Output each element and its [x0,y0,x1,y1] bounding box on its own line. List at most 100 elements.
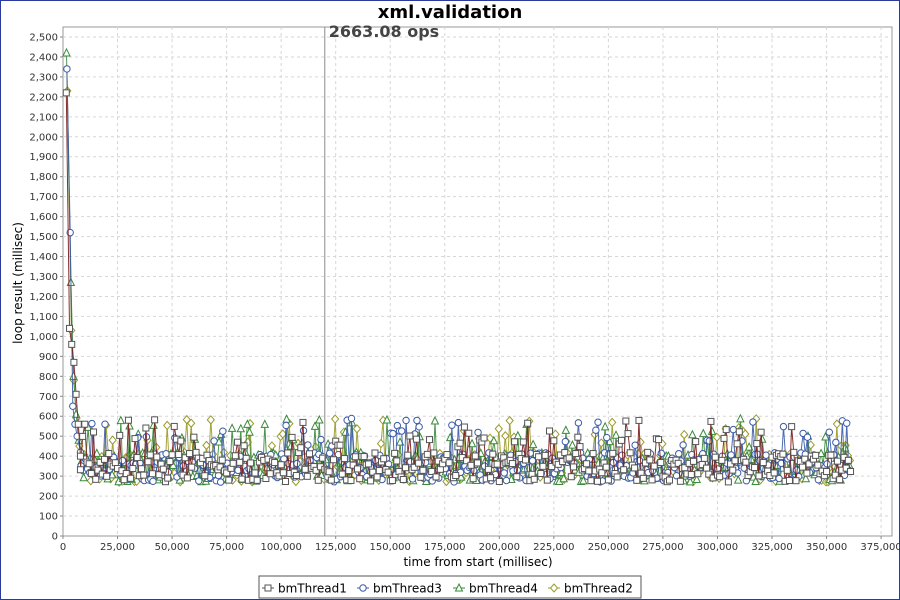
data-point [195,477,203,485]
data-point [181,454,189,462]
y-tick-label: 1,800 [29,172,58,183]
data-point [219,427,227,435]
data-point [218,456,226,464]
data-point [367,477,375,485]
data-point [689,457,697,465]
data-point [803,433,812,441]
y-tick-label: 900 [39,352,58,363]
data-point [247,459,255,467]
data-point [240,442,248,450]
data-point [526,449,535,457]
data-point [105,450,113,458]
data-point [513,473,521,481]
data-point [583,460,591,468]
data-point [315,414,324,424]
data-point [753,440,761,448]
data-point [657,459,665,467]
legend-label: bmThread1 [278,582,347,596]
data-point [202,440,211,451]
data-point [712,432,722,442]
data-point [729,425,737,434]
data-point [788,423,796,431]
data-point [282,421,290,430]
legend-item-bmThread1: bmThread1 [262,582,347,596]
data-point [62,47,71,57]
legend-label: bmThread3 [373,582,442,596]
data-point [613,473,621,481]
data-point [608,417,617,428]
data-point [844,456,852,464]
data-point [129,465,137,473]
data-point [675,450,683,458]
data-point [356,475,364,483]
data-point [338,470,346,478]
data-point [735,428,743,436]
data-point [465,429,473,437]
data-point [271,459,279,467]
data-point [500,469,508,477]
data-point [585,467,593,475]
data-point [214,471,223,480]
data-point [711,453,719,461]
data-point [803,469,811,477]
data-point [568,440,577,449]
data-point [454,582,464,592]
data-point [665,476,673,484]
data-point [567,473,575,481]
data-point [140,471,148,479]
data-point [384,468,392,476]
y-tick-label: 800 [39,372,58,383]
data-point [528,439,538,449]
x-tick-label: 75,000 [209,542,244,553]
data-point [779,422,788,431]
data-point [505,415,514,426]
data-point [561,449,569,457]
data-point [543,476,551,484]
data-point [694,470,702,478]
data-point [304,441,312,449]
data-point [406,432,414,440]
data-point [471,452,479,460]
data-point [116,431,124,439]
data-point [430,449,438,457]
data-point [495,478,503,486]
data-point [460,423,468,431]
data-point [720,434,728,442]
data-point [359,584,367,592]
data-point [303,472,311,480]
legend-label: bmThread2 [564,582,633,596]
data-point [103,472,111,480]
data-point [801,473,811,483]
data-point [762,451,770,459]
data-point [604,476,612,484]
data-point [535,453,543,461]
data-point [149,477,157,486]
data-point [399,476,407,484]
data-point [474,459,481,467]
data-point [297,444,305,452]
legend-label: bmThread4 [469,582,538,596]
data-point [511,438,519,446]
data-point [569,463,577,471]
data-point [188,463,196,471]
data-point [741,429,750,439]
data-point [426,436,434,444]
data-point [779,450,787,458]
data-point [676,477,684,485]
data-point [749,418,757,426]
data-point [603,433,611,442]
series-area [62,47,855,487]
data-point [312,466,320,474]
data-point [223,469,231,477]
data-point [419,466,427,474]
data-point [412,435,420,443]
data-point [833,457,841,465]
data-point [408,475,417,483]
x-tick-label: 250,000 [588,542,629,553]
data-point [751,464,759,472]
data-point [415,423,423,431]
data-point [334,450,343,459]
y-tick-label: 1,200 [29,292,58,303]
data-point [423,450,431,458]
data-point [530,475,538,483]
